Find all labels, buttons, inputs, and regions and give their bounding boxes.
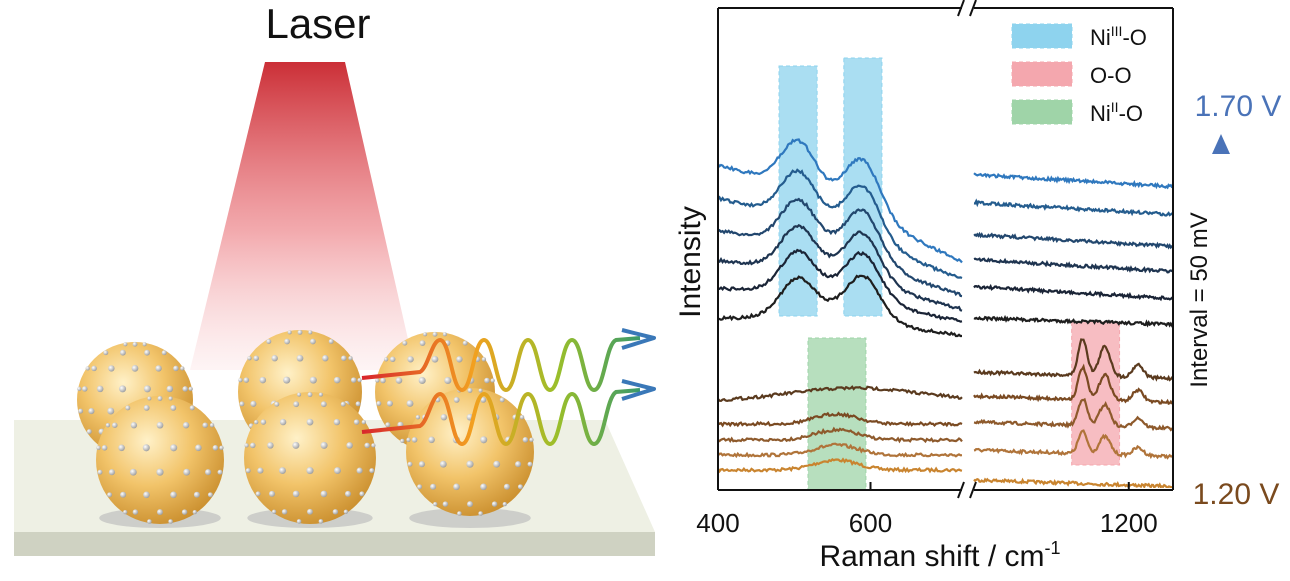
illustration: Laser	[14, 0, 656, 556]
nanospheres	[77, 329, 534, 524]
scattered-wave-1	[361, 336, 641, 393]
arrow-head-2	[621, 379, 656, 401]
x-ticks: 400 600 1200	[696, 482, 1158, 538]
potential-top-label: 1.70 V	[1195, 90, 1282, 123]
nanosphere	[96, 396, 224, 524]
spectrum-1.20V-high	[973, 477, 1173, 488]
spectrum-1.50V-low	[718, 248, 963, 323]
x-tick-label-400: 400	[696, 508, 739, 538]
spectra	[718, 138, 1173, 488]
legend-swatch-0	[1011, 23, 1073, 49]
x-axis-label-sup: -1	[1045, 538, 1061, 558]
spectrum-1.35V-high	[973, 363, 1173, 405]
x-tick-label-600: 600	[849, 508, 892, 538]
legend-label-1: O-O	[1090, 63, 1132, 88]
interval-label: Interval = 50 mV	[1186, 212, 1213, 387]
legend: NiIII-O O-O NiII-O	[1011, 23, 1147, 126]
spectrum-1.60V-high	[973, 231, 1173, 250]
nanosphere	[406, 388, 534, 516]
break-mark-bottom-1	[957, 481, 965, 499]
break-mark-top-1	[957, 0, 965, 17]
spectrum-1.55V-low	[718, 223, 963, 312]
legend-swatch-1	[1011, 61, 1073, 87]
nanosphere	[244, 392, 376, 524]
spectrum-1.70V-low	[718, 138, 963, 264]
legend-label-0: NiIII-O	[1090, 23, 1147, 50]
spectrum-1.45V-high	[973, 314, 1173, 328]
band-0	[778, 65, 818, 317]
break-mark-top-2	[969, 0, 977, 17]
spectrum-1.65V-low	[718, 168, 963, 280]
spectrum-1.40V-high	[973, 338, 1173, 382]
spectrum-1.45V-low	[718, 274, 962, 338]
spectrum-1.25V-low	[718, 442, 963, 459]
x-tick-label-1200: 1200	[1100, 508, 1158, 538]
spectrum-1.50V-high	[973, 283, 1173, 302]
sphere-shadow	[409, 508, 531, 528]
x-axis-label-main: Raman shift / cm	[819, 540, 1044, 573]
x-axis-label: Raman shift / cm-1	[819, 538, 1060, 573]
break-mark-bottom-2	[969, 481, 977, 499]
legend-swatch-2	[1011, 99, 1073, 125]
legend-label-2: NiII-O	[1090, 99, 1143, 126]
spectrum-1.55V-high	[973, 257, 1173, 274]
spectrum-1.40V-low	[718, 385, 963, 403]
arrow-head-1	[621, 328, 656, 350]
spectrum-1.60V-low	[718, 197, 963, 298]
potential-axis: 1.70 V 1.20 V Interval = 50 mV	[1186, 90, 1281, 511]
spectrum-1.25V-high	[973, 429, 1173, 460]
potential-bottom-label: 1.20 V	[1193, 478, 1280, 511]
laser-label: Laser	[265, 0, 370, 47]
axis-break-marks	[957, 0, 977, 499]
spectrum-1.30V-high	[973, 397, 1173, 432]
spectrum-1.65V-high	[973, 198, 1173, 217]
spectrum-1.35V-low	[718, 411, 963, 428]
spectrum-1.30V-low	[718, 426, 963, 444]
y-axis-label: Intensity	[674, 206, 707, 318]
scattered-wave-2	[361, 388, 641, 447]
laser-beam	[190, 62, 415, 370]
spectrum-1.20V-low	[718, 457, 963, 474]
potential-arrow-head	[1212, 134, 1230, 154]
axes-frame	[717, 7, 1174, 491]
raman-chart: 400 600 1200 Intensity Raman shift / cm-1 …	[674, 0, 1281, 573]
spectrum-1.70V-high	[973, 172, 1173, 190]
substrate-front	[14, 532, 655, 556]
